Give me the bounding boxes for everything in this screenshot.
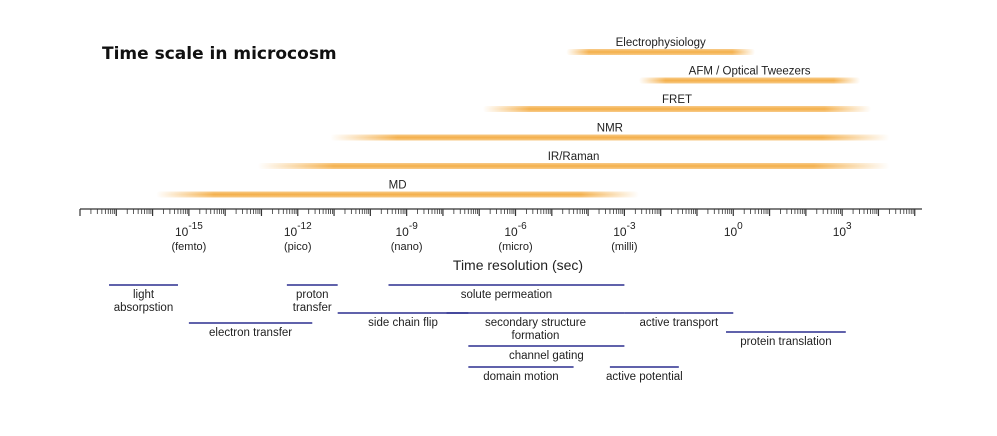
tick-unit-label: (nano)	[391, 241, 423, 253]
method-label: Electrophysiology	[616, 37, 706, 49]
tick-label--15: 10-15 (femto)	[171, 221, 206, 253]
method-label: MD	[389, 180, 407, 192]
process-protein-translation: protein translation	[726, 331, 846, 348]
axis-ticks	[79, 209, 916, 216]
tick-label: 10-9	[396, 221, 419, 239]
tick-label--3: 10-3 (milli)	[611, 221, 637, 253]
process-domain-motion: domain motion	[468, 366, 574, 383]
process-label: domain motion	[483, 371, 558, 383]
method-label: IR/Raman	[548, 151, 600, 163]
method-bar-sheen	[482, 106, 872, 112]
method-afm-optical-tweezers: AFM / Optical Tweezers	[638, 66, 861, 84]
method-bar-sheen	[330, 134, 890, 141]
method-bar-sheen	[257, 163, 890, 169]
process-label: active transport	[640, 317, 719, 329]
tick-unit-label: (micro)	[498, 241, 532, 253]
method-ir-raman: IR/Raman	[257, 151, 890, 169]
process-label: electron transfer	[209, 327, 292, 339]
process-label: active potential	[606, 371, 683, 383]
method-nmr: NMR	[330, 123, 890, 141]
tick-label-0: 100	[724, 221, 743, 239]
method-md: MD	[156, 180, 639, 198]
process-side-chain-flip: side chain flip	[337, 312, 469, 329]
process-solute-permeation: solute permeation	[388, 284, 625, 301]
method-bar-sheen	[156, 191, 639, 198]
process-active-potential: active potential	[606, 366, 683, 383]
process-label: channel gating	[509, 350, 584, 362]
tick-label--9: 10-9 (nano)	[391, 221, 423, 253]
tick-unit-label: (pico)	[284, 241, 312, 253]
method-label: AFM / Optical Tweezers	[689, 66, 811, 78]
tick-label: 10-15	[175, 221, 203, 239]
tick-label: 100	[724, 221, 743, 239]
tick-unit-label: (milli)	[611, 241, 637, 253]
axis-label: Time resolution (sec)	[453, 257, 583, 273]
process-label: side chain flip	[368, 317, 438, 329]
tick-label: 10-3	[613, 221, 636, 239]
process-label: solute permeation	[461, 289, 552, 301]
process-label: secondary structure	[485, 317, 586, 329]
method-label: NMR	[597, 123, 623, 135]
process-electron-transfer: electron transfer	[188, 322, 313, 339]
tick-label--12: 10-12 (pico)	[284, 221, 312, 253]
method-electrophysiology: Electrophysiology	[566, 37, 756, 55]
process-label: formation	[512, 330, 560, 342]
process-label: light	[133, 289, 155, 301]
tick-label: 10-6	[504, 221, 527, 239]
time-axis: 10-15 (femto) 10-12 (pico) 10-9 (nano) 10-6 (mi…	[79, 208, 922, 273]
tick-label: 103	[833, 221, 852, 239]
process-label: absorpstion	[114, 302, 173, 314]
tick-label--6: 10-6 (micro)	[498, 221, 532, 253]
tick-label: 10-12	[284, 221, 312, 239]
method-bar-sheen	[638, 77, 861, 84]
process-channel-gating: channel gating	[468, 345, 625, 362]
page-title: Time scale in microcosm	[102, 44, 337, 64]
process-label: proton	[296, 289, 329, 301]
tick-label-3: 103	[833, 221, 852, 239]
method-label: FRET	[662, 94, 692, 106]
process-active-transport: active transport	[624, 312, 734, 329]
process-label: transfer	[293, 302, 332, 314]
method-bar-sheen	[566, 49, 756, 55]
tick-unit-label: (femto)	[171, 241, 206, 253]
methods-layer: Electrophysiology AFM / Optical Tweezers F…	[156, 37, 890, 198]
process-label: protein translation	[740, 336, 831, 348]
method-fret: FRET	[482, 94, 872, 112]
